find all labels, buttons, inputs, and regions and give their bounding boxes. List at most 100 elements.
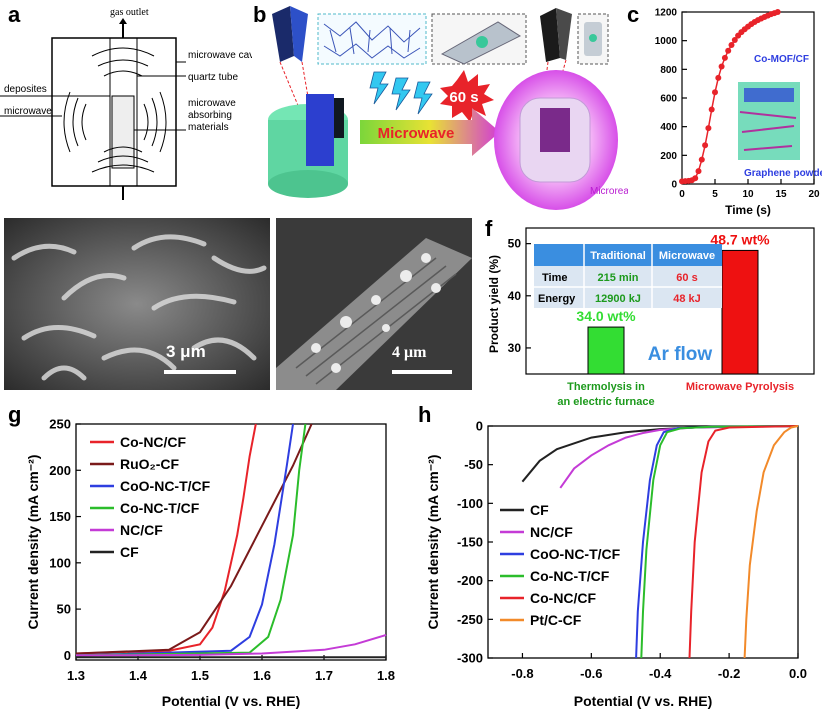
data-point [715,74,722,81]
y-tick-label: -250 [457,612,483,627]
data-point [774,9,781,15]
wave-top [91,47,155,77]
y-tick-label: 0 [64,648,71,663]
cavity-box [51,37,177,187]
x-tick-label: 1.4 [129,668,148,683]
x-tick-label: 1.5 [191,668,209,683]
chart-f-ylabel: Product yield (%) [487,255,501,353]
time-burst-icon [440,70,494,122]
data-point [712,89,718,96]
panel-h-chart: -0.8 -0.6 -0.4 -0.2 0.0 0 -50 -100 -150 -200 -250 -… [425,419,807,709]
label-gas-outlet: gas outlet [110,7,149,18]
x-tick-label: -0.4 [649,666,672,681]
bar [721,249,759,375]
panel-label-b: b [253,2,267,27]
series-line-coo-nc-t-cf [75,423,294,657]
table-time-microwave: 60 s [676,272,697,284]
data-point [725,47,732,54]
label-absorbing-1: microwave [188,98,236,109]
category-label: an electric furnace [557,396,654,408]
series-line-pt-c-cf [743,425,799,659]
y-tick-label: 100 [49,555,71,570]
mof-structure-inset [317,13,427,65]
scalebar-d [164,370,236,374]
x-tick-label: 10 [742,189,754,200]
table-time-traditional: 215 min [598,272,639,284]
panel-f-chart: 30 40 50 34.0 wt% Thermolysis in an electric… [487,227,815,408]
blue-mof-core [306,94,334,166]
y-tick-label: 40 [508,289,522,303]
chart-g-xlabel: Potential (V vs. RHE) [162,693,300,709]
panel-b-illustration: 60 s Microwave Microreactor [268,6,628,210]
label-deposites: deposites [4,84,47,95]
panel-g-chart: 1.3 1.4 1.5 1.6 1.7 1.8 0 50 100 150 200 250 Co-NC/… [25,417,395,709]
data-point [698,156,705,163]
chart-c-annot-graphene: Graphene powder [744,168,822,179]
data-point [705,125,712,132]
legend-label: RuO₂-CF [120,456,180,472]
chart-g-ylabel: Current density (mA cm⁻²) [25,455,41,630]
x-tick-label: 5 [712,189,718,200]
bar-value-label: 48.7 wt% [710,231,770,247]
label-quartz-tube: quartz tube [188,72,238,83]
x-tick-label: -0.8 [511,666,533,681]
legend-label: Co-NC/CF [120,434,187,450]
panel-label-g: g [8,402,22,427]
x-tick-label: -0.2 [718,666,740,681]
series-line-co-nc-cf [75,423,257,655]
series-line-nc-cf [75,634,387,657]
bar [587,326,625,375]
category-label: Thermolysis in [567,381,645,393]
y-tick-label: -50 [464,457,483,472]
category-label: Microwave Pyrolysis [686,381,794,393]
wave-right [143,91,167,153]
wave-bottom [91,146,155,173]
y-tick-label: 50 [57,602,71,617]
y-tick-label: 0 [476,419,483,434]
x-tick-label: 1.8 [377,668,395,683]
microwave-arrow-label: Microwave [378,125,455,142]
absorbing-material [111,95,135,169]
y-tick-label: 800 [660,65,677,76]
legend-label: Co-NC-T/CF [120,500,200,516]
y-tick-label: 30 [508,341,522,355]
data-point [721,54,728,61]
x-tick-label: 1.7 [315,668,333,683]
y-tick-label: 400 [660,122,677,133]
legend-label: NC/CF [530,524,573,540]
panel-label-c: c [627,2,640,27]
chart-h-xlabel: Potential (V vs. RHE) [574,693,712,709]
label-absorbing-2: absorbing [188,110,232,121]
x-tick-label: 0 [679,189,685,200]
y-tick-label: 1200 [655,8,678,19]
scalebar-label-e: 4 μm [392,344,427,361]
legend-label: Pt/C-CF [530,612,582,628]
y-tick-label: 250 [49,417,71,432]
x-tick-label: 0.0 [789,666,807,681]
legend-label: CF [530,502,549,518]
microreactor-label: Microreactor [590,186,628,197]
sem-texture-e [276,218,472,390]
y-tick-label: 200 [49,463,71,478]
y-tick-label: 50 [508,237,522,251]
chart-c-annot-comof: Co-MOF/CF [754,54,809,65]
microwave-arrow [360,108,500,156]
x-tick-label: 15 [775,189,787,200]
chart-h-ylabel: Current density (mA cm⁻²) [425,455,441,630]
series-line-co-nc-cf [688,425,799,659]
data-point [728,41,735,48]
wave-left [63,91,87,153]
panel-label-h: h [418,402,432,427]
panel-label-a: a [8,2,21,27]
legend-label: NC/CF [120,522,163,538]
table-energy-traditional: 12900 kJ [595,293,641,305]
sem-image-d: 3 μm [4,218,270,390]
table-row-time-label: Time [542,272,567,284]
ar-flow-annotation: Ar flow [648,344,713,365]
y-tick-label: 0 [671,180,677,191]
label-microwave: microwave [4,106,52,117]
data-point [702,142,709,149]
sem-texture-d [4,218,270,390]
time-badge: 60 s [449,89,478,106]
